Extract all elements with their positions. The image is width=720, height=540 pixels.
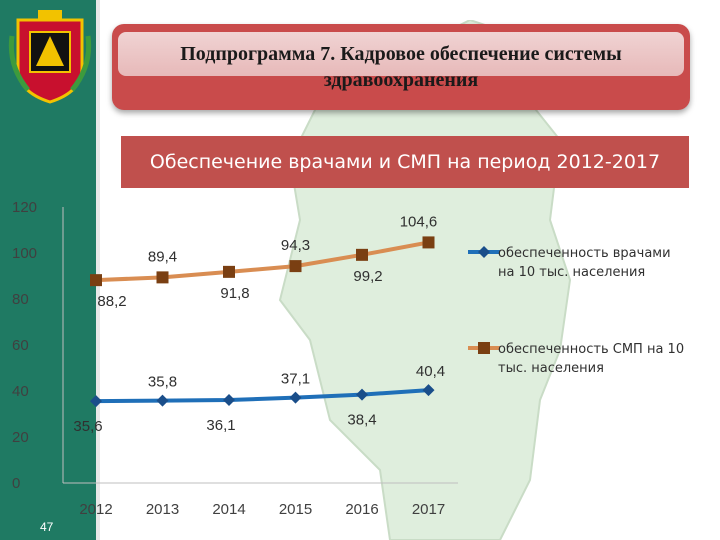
y-tick-label: 40 [12, 383, 29, 400]
y-tick-label: 0 [12, 475, 20, 492]
data-point-marker [223, 265, 235, 278]
x-tick-label: 2013 [146, 501, 179, 518]
data-label: 35,6 [73, 418, 102, 435]
legend-swatch-marker [478, 246, 490, 258]
series-layer: 35,6 35,8 36,1 37,1 38,4 40,4 88,2 89,4 91,8 94,3… [73, 213, 445, 435]
data-label: 40,4 [416, 363, 445, 380]
data-label: 104,6 [400, 213, 438, 230]
y-tick-label: 60 [12, 337, 29, 354]
data-label: 37,1 [281, 371, 310, 388]
data-point-marker [356, 388, 368, 401]
y-tick-labels: 0 20 40 60 80 100 120 [12, 199, 37, 492]
x-tick-label: 2014 [212, 501, 245, 518]
data-label: 36,1 [206, 417, 235, 434]
data-point-marker [223, 393, 235, 406]
x-tick-labels: 2012 2013 2014 2015 2016 2017 [79, 501, 445, 518]
data-point-marker [90, 274, 102, 287]
x-tick-label: 2012 [79, 501, 112, 518]
data-point-marker [422, 236, 435, 249]
data-label: 89,4 [148, 248, 177, 265]
y-tick-label: 20 [12, 429, 29, 446]
legend-label: обеспеченность врачами [498, 246, 671, 261]
data-label: 38,4 [347, 412, 376, 429]
legend: обеспеченность врачами на 10 тыс. населен… [468, 246, 684, 376]
data-label: 88,2 [97, 293, 126, 310]
data-point-marker [289, 391, 302, 404]
data-point-marker [90, 395, 102, 408]
series-line [95, 388, 429, 404]
page-number: 47 [40, 520, 54, 534]
sidebar: 47 [0, 0, 100, 540]
chart-subtitle: Обеспечение врачами и СМП на период 2012… [149, 151, 661, 173]
legend-label: на 10 тыс. населения [498, 265, 645, 280]
x-tick-label: 2017 [412, 501, 445, 518]
data-label: 91,8 [220, 285, 249, 302]
slide-title: Подпрограмма 7. Кадровое обеспечение сис… [180, 43, 622, 91]
data-point-marker [356, 248, 368, 261]
legend-label: тыс. населения [498, 361, 604, 376]
data-label: 35,8 [148, 374, 177, 391]
data-label: 99,2 [353, 268, 382, 285]
x-tick-label: 2016 [345, 501, 378, 518]
series-line [95, 240, 429, 283]
coat-of-arms-emblem [8, 10, 92, 104]
chart-subtitle-banner: Обеспечение врачами и СМП на период 2012… [121, 136, 689, 188]
data-point-marker [156, 394, 169, 407]
y-tick-label: 100 [12, 245, 37, 262]
data-point-marker [422, 384, 435, 397]
slide-title-box: Подпрограмма 7. Кадровое обеспечение сис… [112, 24, 690, 110]
legend-swatch-marker [478, 342, 490, 354]
data-point-marker [156, 271, 169, 284]
legend-label: обеспеченность СМП на 10 [498, 342, 684, 357]
data-point-marker [289, 260, 302, 273]
y-tick-label: 80 [12, 291, 29, 308]
y-tick-label: 120 [12, 199, 37, 216]
x-tick-label: 2015 [279, 501, 312, 518]
data-label: 94,3 [281, 237, 310, 254]
